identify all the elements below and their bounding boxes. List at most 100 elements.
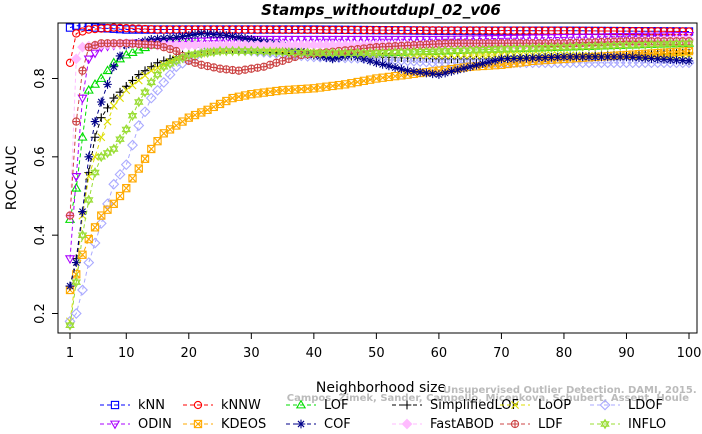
data-point bbox=[265, 46, 275, 58]
data-point bbox=[503, 54, 512, 64]
data-point bbox=[509, 54, 519, 63]
data-point bbox=[540, 34, 551, 44]
data-point bbox=[65, 23, 75, 32]
data-point bbox=[134, 24, 143, 33]
data-point bbox=[90, 24, 100, 34]
data-point bbox=[122, 86, 131, 95]
data-point bbox=[665, 55, 675, 65]
data-point bbox=[84, 152, 94, 162]
data-point bbox=[115, 191, 125, 201]
data-point bbox=[121, 82, 131, 91]
data-point bbox=[78, 66, 87, 75]
data-point bbox=[71, 276, 81, 288]
x-tick-label: 20 bbox=[181, 346, 198, 361]
data-point bbox=[434, 26, 444, 35]
data-point bbox=[434, 45, 444, 57]
legend-item-simplifiedlof: SimplifiedLOF bbox=[392, 398, 519, 413]
data-point bbox=[71, 182, 82, 192]
data-point bbox=[146, 62, 156, 72]
data-point bbox=[628, 26, 637, 36]
data-point bbox=[603, 52, 613, 62]
data-point bbox=[584, 52, 594, 62]
data-point bbox=[65, 319, 75, 331]
data-point bbox=[165, 58, 175, 70]
data-point bbox=[221, 45, 232, 57]
series-odin bbox=[64, 31, 695, 265]
data-point bbox=[108, 178, 120, 190]
data-point bbox=[390, 25, 400, 35]
data-point bbox=[640, 39, 650, 51]
data-point bbox=[346, 35, 357, 45]
data-point bbox=[84, 194, 94, 206]
legend-item-cof: COF bbox=[286, 417, 351, 432]
data-point bbox=[415, 35, 426, 45]
x-tick-label: 80 bbox=[556, 346, 573, 361]
data-point bbox=[421, 35, 432, 45]
data-point bbox=[246, 45, 257, 57]
data-point bbox=[184, 49, 194, 61]
data-point bbox=[177, 52, 188, 64]
data-point bbox=[490, 35, 501, 44]
data-point bbox=[259, 46, 269, 57]
y-tick-label: 0.4 bbox=[33, 225, 48, 246]
data-point bbox=[671, 38, 682, 50]
data-point bbox=[315, 35, 326, 45]
data-point bbox=[65, 211, 75, 220]
data-point bbox=[71, 172, 82, 182]
data-point bbox=[403, 26, 412, 35]
data-point bbox=[228, 32, 237, 41]
data-point bbox=[121, 124, 132, 135]
data-point bbox=[346, 47, 357, 59]
series-ldof bbox=[64, 43, 695, 327]
data-point bbox=[490, 56, 500, 65]
data-point bbox=[359, 54, 369, 64]
data-point bbox=[271, 46, 282, 58]
data-point bbox=[84, 168, 94, 177]
data-point bbox=[234, 33, 244, 42]
data-point bbox=[147, 25, 156, 34]
data-point bbox=[390, 35, 401, 45]
data-point bbox=[572, 52, 581, 62]
x-tick-label: 60 bbox=[431, 346, 448, 361]
data-point bbox=[127, 110, 138, 122]
data-point bbox=[616, 26, 625, 36]
data-point bbox=[533, 34, 545, 44]
data-point bbox=[634, 53, 644, 63]
data-point bbox=[609, 40, 619, 52]
legend-item-ldf: LDF bbox=[500, 417, 563, 432]
legend-item-ldof: LDOF bbox=[590, 398, 663, 413]
data-point bbox=[659, 38, 669, 50]
data-point bbox=[159, 61, 169, 73]
data-point bbox=[290, 25, 300, 34]
data-point bbox=[115, 51, 125, 61]
data-point bbox=[521, 42, 532, 54]
data-point bbox=[77, 94, 88, 104]
data-point bbox=[97, 24, 106, 33]
data-point bbox=[240, 34, 250, 43]
legend-label: LDOF bbox=[628, 398, 663, 413]
data-point bbox=[646, 39, 657, 50]
data-point bbox=[502, 34, 513, 44]
series-line bbox=[69, 48, 690, 322]
data-point bbox=[315, 25, 325, 34]
data-point bbox=[334, 47, 344, 59]
data-point bbox=[296, 35, 307, 45]
data-point bbox=[134, 76, 143, 85]
data-point bbox=[547, 53, 556, 62]
data-point bbox=[128, 81, 137, 90]
data-point bbox=[283, 35, 294, 45]
data-point bbox=[140, 66, 150, 75]
data-point bbox=[465, 35, 476, 45]
data-point bbox=[252, 45, 263, 57]
data-point bbox=[145, 92, 157, 104]
data-point bbox=[652, 38, 663, 50]
legend-label: LOF bbox=[324, 398, 349, 413]
data-point bbox=[552, 34, 563, 43]
data-point bbox=[396, 35, 407, 45]
data-point bbox=[77, 131, 88, 141]
data-point bbox=[277, 35, 288, 45]
data-point bbox=[565, 33, 576, 43]
data-point bbox=[321, 47, 332, 59]
data-point bbox=[121, 49, 132, 59]
